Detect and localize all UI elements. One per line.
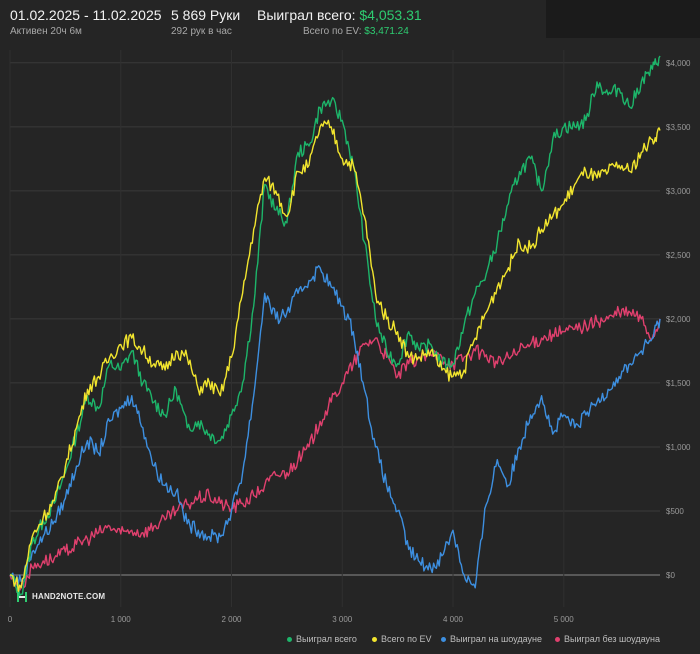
winnings-chart: $0 $500 $1,000 $1,500 $2,000 $2,500 $3,000 $3,5…	[8, 50, 691, 624]
ev-total-value: $3,471.24	[364, 26, 409, 37]
legend-item-won-total: Выиграл всего	[287, 634, 357, 644]
legend-item-non-showdown: Выиграл без шоудауна	[555, 634, 660, 644]
legend-dot-icon	[287, 637, 292, 643]
x-tick-label: 4 000	[443, 615, 464, 624]
won-total-label: Выиграл всего:	[257, 7, 356, 23]
chart-series	[9, 55, 661, 596]
y-tick-label: $2,500	[666, 251, 691, 260]
date-range: 01.02.2025 - 11.02.2025	[10, 7, 162, 23]
y-tick-label: $1,000	[666, 443, 691, 452]
active-time: Активен 20ч 6м	[10, 26, 82, 37]
hands-count: 5 869 Руки	[171, 7, 241, 23]
ev-total: Всего по EV: $3,471.24	[303, 26, 409, 37]
won-total-value: $4,053.31	[359, 7, 422, 23]
y-axis-ticks: $0 $500 $1,000 $1,500 $2,000 $2,500 $3,000 $3,5…	[666, 59, 691, 580]
legend-dot-icon	[555, 637, 560, 643]
legend-dot-icon	[372, 637, 377, 643]
y-tick-label: $4,000	[666, 59, 691, 68]
x-axis-ticks: 0 1 000 2 000 3 000 4 000 5 000	[8, 615, 575, 624]
hands-per-hour: 292 рук в час	[171, 26, 232, 37]
y-tick-label: $2,000	[666, 315, 691, 324]
x-tick-label: 2 000	[221, 615, 242, 624]
y-tick-label: $3,000	[666, 187, 691, 196]
hand2note-logo-icon	[17, 592, 27, 602]
y-tick-label: $500	[666, 507, 684, 516]
hand2note-logo-text: HAND2NOTE.COM	[32, 592, 106, 602]
header-dark-panel	[546, 0, 700, 38]
legend-dot-icon	[441, 637, 446, 643]
series-line-showdown	[9, 265, 661, 589]
series-line-ev	[9, 119, 661, 592]
stats-header: 01.02.2025 - 11.02.2025 Активен 20ч 6м 5…	[0, 0, 700, 44]
won-total: Выиграл всего: $4,053.31	[257, 7, 422, 23]
x-tick-label: 3 000	[332, 615, 353, 624]
chart-grid	[9, 50, 660, 607]
y-tick-label: $0	[666, 571, 675, 580]
legend-item-showdown: Выиграл на шоудауне	[441, 634, 542, 644]
ev-total-label: Всего по EV:	[303, 26, 362, 37]
hand2note-logo: HAND2NOTE.COM	[16, 591, 105, 603]
x-tick-label: 5 000	[554, 615, 575, 624]
y-tick-label: $1,500	[666, 379, 691, 388]
legend-item-ev: Всего по EV	[372, 634, 431, 644]
series-line-non-showdown	[9, 305, 661, 591]
x-tick-label: 1 000	[111, 615, 132, 624]
y-tick-label: $3,500	[666, 123, 691, 132]
x-tick-label: 0	[8, 615, 13, 624]
series-line-won-total	[9, 55, 661, 596]
